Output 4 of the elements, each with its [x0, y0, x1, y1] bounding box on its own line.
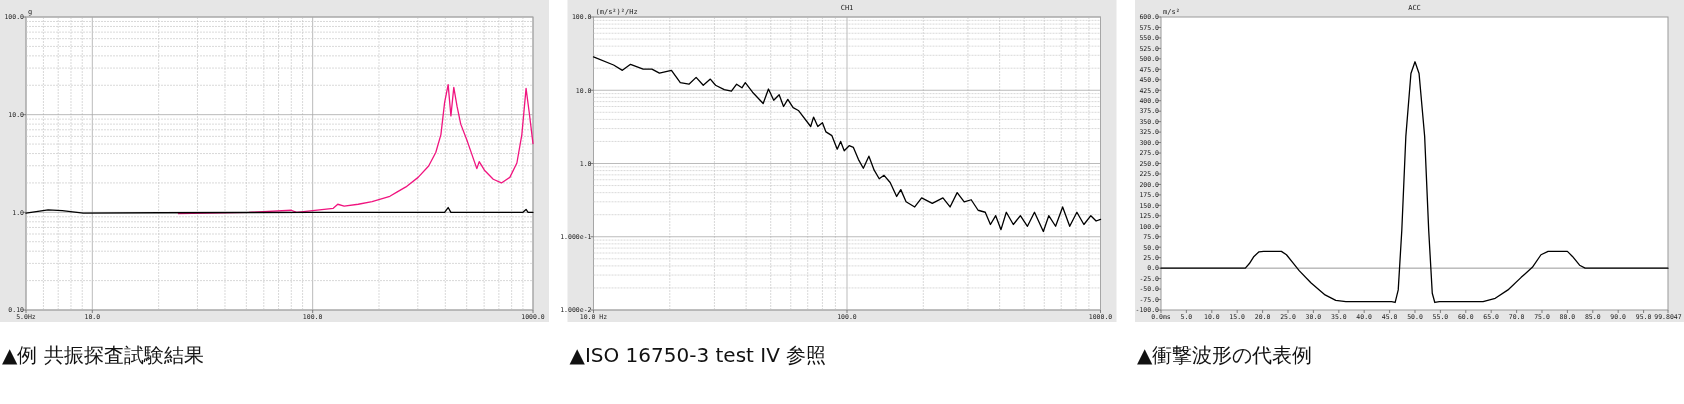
text: ▲例 共振探査試験結果: [2, 343, 204, 367]
text: ▲ISO 16750-3 test IV 参照: [569, 343, 827, 367]
line-series: [1160, 61, 1669, 304]
text: ▲衝撃波形の代表例: [1137, 343, 1313, 367]
